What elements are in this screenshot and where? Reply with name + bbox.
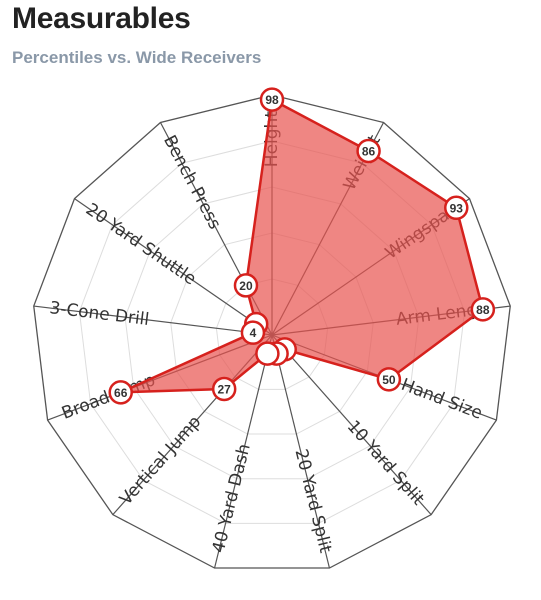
- data-point-marker: [233, 273, 259, 298]
- data-point-marker: [470, 297, 496, 322]
- data-point-marker: [444, 195, 469, 221]
- axis-label: Bench Press: [159, 132, 225, 233]
- data-point-marker: [259, 87, 285, 112]
- axis-spoke: [213, 334, 273, 569]
- chart-title: Measurables: [12, 2, 191, 35]
- data-point[interactable]: 88: [470, 297, 496, 322]
- data-point-value: 20: [239, 279, 253, 293]
- outer-boundary: [33, 94, 511, 569]
- axis-label: Broad Jump: [59, 370, 158, 424]
- data-point-marker: [108, 380, 133, 405]
- data-point[interactable]: [255, 341, 280, 366]
- axis-label: 40 Yard Dash: [209, 442, 255, 555]
- axis-label: 3-Cone Drill: [48, 298, 150, 330]
- data-point[interactable]: 27: [211, 376, 237, 402]
- data-point-marker: [211, 376, 237, 402]
- data-point-value: 66: [114, 386, 128, 400]
- data-point[interactable]: 4: [240, 320, 266, 345]
- axis-spoke: [271, 334, 331, 569]
- data-point[interactable]: 93: [444, 195, 469, 221]
- data-point-marker: [240, 320, 266, 345]
- chart-subtitle: Percentiles vs. Wide Receivers: [12, 48, 262, 67]
- axis-label: 20 Yard Split: [291, 447, 336, 555]
- axis-spoke: [33, 305, 273, 336]
- axis-label: Hand Size: [398, 375, 485, 424]
- data-point[interactable]: 86: [356, 138, 381, 164]
- axis-label: 10 Yard Split: [343, 417, 429, 510]
- data-point-value: 4: [250, 326, 257, 340]
- value-markers: 98 86 93 88 50 27 66 4 20: [108, 87, 496, 405]
- data-point-marker: [356, 138, 381, 164]
- data-point-value: 86: [362, 145, 376, 159]
- data-point[interactable]: 50: [376, 367, 402, 392]
- data-point-value: 27: [218, 382, 232, 396]
- axis-spoke: [74, 198, 273, 336]
- data-point-value: 50: [382, 373, 396, 387]
- data-point[interactable]: 66: [108, 380, 133, 405]
- data-point-marker: [376, 367, 402, 392]
- axis-spoke: [271, 334, 432, 516]
- data-point[interactable]: 20: [233, 273, 259, 298]
- data-point-marker: [255, 341, 280, 366]
- data-point-value: 88: [476, 303, 490, 317]
- data-point-value: 93: [450, 201, 464, 215]
- data-point[interactable]: 98: [259, 87, 285, 112]
- data-point-value: 98: [265, 93, 279, 107]
